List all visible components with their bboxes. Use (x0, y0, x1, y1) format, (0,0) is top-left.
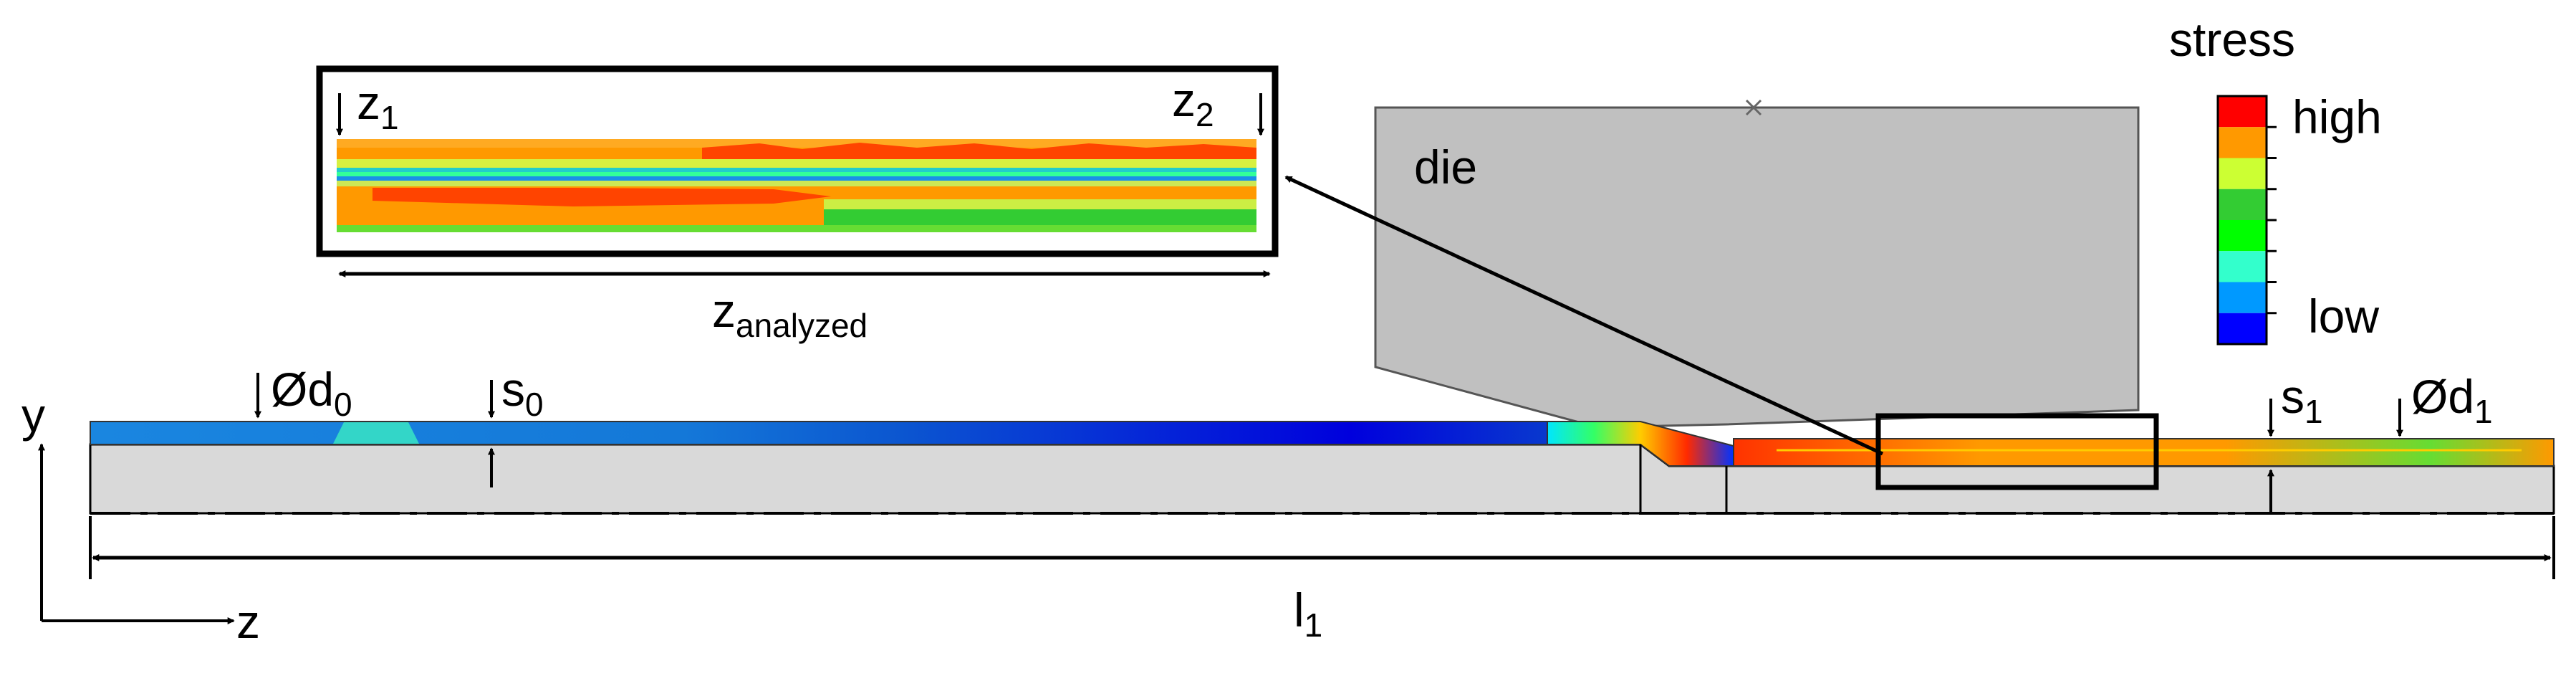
zoom-arrow (1284, 175, 1884, 456)
die-shape (1374, 106, 2140, 429)
legend-swatch-7 (2218, 313, 2267, 344)
z1-label: z1 (357, 76, 399, 136)
tube-wall-incoming (90, 421, 1574, 445)
z-analyzed-label: zanalyzed (712, 284, 868, 344)
die-center-mark (1745, 99, 1762, 116)
legend-swatch-6 (2218, 282, 2267, 313)
stress-legend-bar (2216, 95, 2277, 346)
legend-low-label: low (2308, 290, 2380, 343)
z2-label: z2 (1172, 73, 1214, 133)
legend-swatch-5 (2218, 251, 2267, 282)
tube-wall-teal-patch (333, 422, 419, 444)
d1-label: Ød1 (2411, 370, 2493, 430)
s0-label: s0 (501, 363, 544, 423)
legend-swatch-1 (2218, 127, 2267, 158)
legend-title: stress (2169, 13, 2296, 66)
tube-wall-deformation-zone (1547, 421, 1734, 467)
l1-label: l1 (1294, 584, 1323, 644)
inset-stress-field (337, 139, 1256, 232)
inset (316, 65, 1279, 277)
die-label: die (1414, 141, 1478, 194)
legend-high-label: high (2292, 90, 2382, 143)
legend-swatch-3 (2218, 189, 2267, 220)
z-axis-label: z (236, 595, 260, 648)
legend-swatch-4 (2218, 220, 2267, 252)
y-axis-label: y (21, 389, 45, 442)
tube-wall-outgoing (1733, 438, 2555, 467)
s1-label: s1 (2281, 370, 2323, 430)
legend-swatch-2 (2218, 158, 2267, 189)
workpiece (89, 421, 2555, 515)
d0-label: Ød0 (271, 363, 352, 423)
legend-swatch-0 (2218, 96, 2267, 128)
